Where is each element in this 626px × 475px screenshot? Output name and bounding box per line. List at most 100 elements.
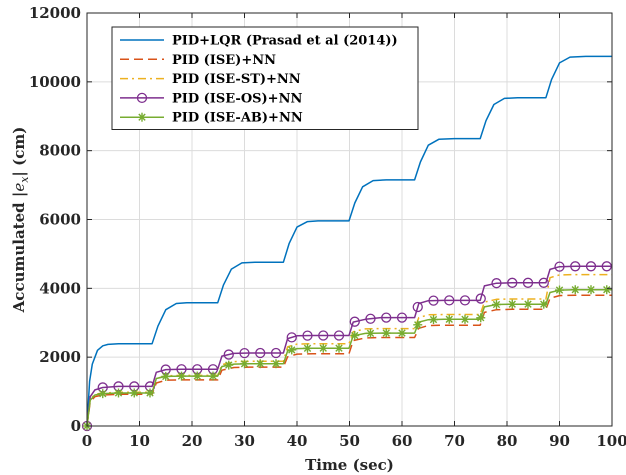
x-tick-label: 40	[287, 432, 308, 450]
asterisk-stroke	[319, 344, 327, 352]
y-axis-label: Accumulated |ex| (cm)	[10, 127, 31, 314]
data-point	[397, 328, 407, 338]
asterisk-stroke	[508, 300, 516, 308]
x-tick-label: 100	[596, 432, 626, 450]
asterisk-stroke	[587, 286, 595, 294]
asterisk-stroke	[524, 300, 532, 308]
data-point	[413, 320, 423, 330]
data-point	[333, 330, 345, 341]
asterisk-stroke	[382, 329, 390, 337]
asterisk-stroke	[177, 372, 186, 380]
asterisk-stroke	[555, 286, 564, 294]
asterisk-stroke	[240, 360, 249, 368]
asterisk-stroke	[366, 329, 375, 337]
asterisk-stroke	[335, 344, 343, 352]
data-point	[570, 285, 580, 295]
data-point	[349, 316, 360, 327]
x-tick-label: 80	[497, 432, 518, 450]
axis-ticks: 0 10 20 30 40 50 60 70 80 90 100 0 2000 4000 6000 8000 1…	[29, 4, 626, 450]
data-point	[270, 347, 282, 359]
legend-label: PID+LQR (Prasad et al (2014))	[172, 34, 398, 49]
y-tick-label: 10000	[29, 73, 81, 91]
legend-item: PID (ISE)+NN	[120, 53, 276, 68]
data-point	[412, 301, 423, 313]
data-point	[491, 278, 502, 289]
asterisk-stroke	[162, 372, 170, 381]
y-tick-label: 4000	[39, 279, 81, 297]
data-point	[302, 330, 313, 341]
data-point	[240, 359, 249, 369]
legend-label: PID (ISE-AB)+NN	[172, 111, 303, 126]
data-point	[177, 371, 186, 381]
asterisk-stroke	[99, 389, 107, 398]
asterisk-stroke	[146, 389, 154, 397]
asterisk-stroke	[193, 372, 201, 380]
data-point	[586, 285, 596, 295]
data-point	[223, 349, 234, 360]
data-point	[224, 360, 234, 370]
asterisk-stroke	[540, 300, 548, 308]
data-point	[255, 359, 265, 369]
legend-marker	[137, 112, 147, 122]
data-point	[555, 285, 564, 295]
data-point	[444, 314, 454, 324]
series-1	[86, 55, 612, 427]
asterisk-stroke	[477, 314, 485, 322]
y-tick-label: 6000	[39, 211, 81, 229]
data-point	[98, 389, 108, 399]
data-point	[161, 371, 171, 381]
asterisk-stroke	[303, 344, 312, 353]
legend-item: PID (ISE-AB)+NN	[120, 111, 303, 126]
y-tick-label: 0	[71, 417, 81, 435]
data-point	[429, 315, 438, 325]
data-point	[459, 295, 471, 306]
asterisk-stroke	[571, 286, 579, 294]
x-tick-label: 50	[339, 432, 360, 450]
x-tick-label: 20	[182, 432, 203, 450]
data-point	[303, 343, 312, 353]
data-point	[366, 328, 375, 338]
data-point	[271, 359, 281, 369]
data-point	[539, 299, 549, 309]
data-point	[334, 343, 344, 353]
data-point	[585, 261, 597, 272]
data-point	[507, 277, 518, 288]
x-tick-label: 0	[82, 432, 92, 450]
legend-label: PID (ISE-ST)+NN	[172, 72, 301, 87]
legend-item: PID (ISE-ST)+NN	[120, 72, 301, 87]
asterisk-stroke	[272, 360, 280, 368]
data-point	[602, 285, 612, 295]
legend: PID+LQR (Prasad et al (2014)) PID (ISE)+N…	[111, 26, 419, 130]
data-point	[208, 371, 218, 381]
legend-item: PID+LQR (Prasad et al (2014))	[120, 34, 398, 49]
x-tick-label: 10	[129, 432, 150, 450]
y-tick-label: 12000	[29, 4, 81, 22]
series-line	[86, 294, 612, 427]
asterisk-stroke	[429, 315, 438, 324]
x-axis-label: Time (sec)	[305, 456, 394, 474]
data-point	[601, 261, 612, 272]
data-point	[145, 388, 155, 398]
series-2	[86, 294, 612, 427]
x-tick-label: 90	[549, 432, 570, 450]
data-point	[570, 261, 581, 272]
legend-label: PID (ISE-OS)+NN	[172, 91, 302, 106]
data-point	[538, 277, 549, 288]
y-axis-label-subscript: x	[18, 176, 31, 183]
series-5	[82, 285, 612, 431]
data-point	[492, 300, 501, 310]
asterisk-stroke	[461, 315, 469, 323]
data-point	[114, 388, 123, 398]
y-tick-label: 8000	[39, 142, 81, 160]
y-axis-label-variable: e	[10, 183, 28, 192]
data-point	[522, 277, 534, 288]
data-point	[286, 332, 297, 343]
data-point	[192, 371, 202, 381]
data-point	[318, 330, 329, 341]
data-point	[255, 347, 266, 359]
asterisk-stroke	[114, 389, 123, 397]
asterisk-stroke	[351, 331, 359, 340]
data-point	[381, 312, 392, 323]
data-point	[239, 348, 250, 359]
